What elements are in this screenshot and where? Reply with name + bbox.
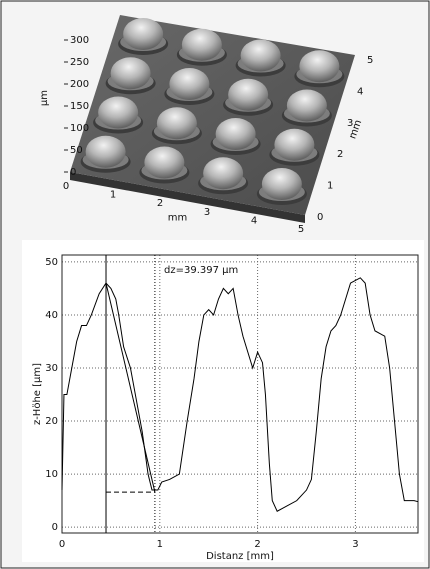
y-tick-label: 2	[337, 149, 343, 160]
y-tick-label: 5	[367, 55, 373, 66]
figure: 050100150200250300µm012345mm012345mm0102…	[0, 0, 430, 569]
x-tick-label: 5	[298, 224, 304, 235]
y-tick-label: 20	[45, 416, 58, 427]
x-tick-label: 0	[63, 181, 69, 192]
x-tick-label: 1	[157, 539, 163, 550]
dome	[203, 157, 243, 189]
z-axis-label: µm	[39, 90, 50, 106]
dome	[98, 97, 138, 129]
x-tick-label: 2	[254, 539, 260, 550]
dome	[287, 90, 327, 122]
dome	[241, 40, 281, 72]
y-tick-label: 0	[317, 212, 323, 223]
y-tick-label: 40	[45, 310, 58, 321]
y-tick-label: 50	[45, 257, 58, 268]
z-tick-label: 150	[70, 101, 89, 112]
y-tick-label: 30	[45, 363, 58, 374]
annotation: dz=39.397 µm	[164, 265, 238, 276]
y-axis-label: z-Höhe [µm]	[32, 363, 43, 425]
dome	[123, 18, 163, 50]
dome	[169, 68, 209, 100]
z-tick-label: 300	[70, 35, 89, 46]
x-axis-label: Distanz [mm]	[206, 551, 274, 562]
dome	[228, 79, 268, 111]
dome	[182, 29, 222, 61]
z-tick-label: 250	[70, 57, 89, 68]
y-tick-label: 1	[327, 181, 333, 192]
z-tick-label: 100	[70, 123, 89, 134]
dome	[86, 136, 126, 168]
dome	[111, 57, 151, 89]
x-axis-label: mm	[168, 213, 187, 224]
dome	[299, 50, 339, 82]
x-tick-label: 3	[352, 539, 358, 550]
z-tick-label: 50	[70, 145, 83, 156]
y-tick-label: 10	[45, 469, 58, 480]
z-tick-label: 0	[70, 167, 76, 178]
y-tick-label: 0	[52, 522, 58, 533]
x-tick-label: 3	[204, 207, 210, 218]
z-tick-label: 200	[70, 79, 89, 90]
dome	[216, 118, 256, 150]
dome	[157, 107, 197, 139]
x-tick-label: 1	[110, 190, 116, 201]
x-tick-label: 2	[157, 198, 163, 209]
dome	[262, 168, 302, 200]
dome	[144, 147, 184, 179]
x-tick-label: 4	[251, 215, 257, 226]
x-tick-label: 0	[59, 539, 65, 550]
y-tick-label: 4	[357, 86, 363, 97]
dome	[274, 129, 314, 161]
